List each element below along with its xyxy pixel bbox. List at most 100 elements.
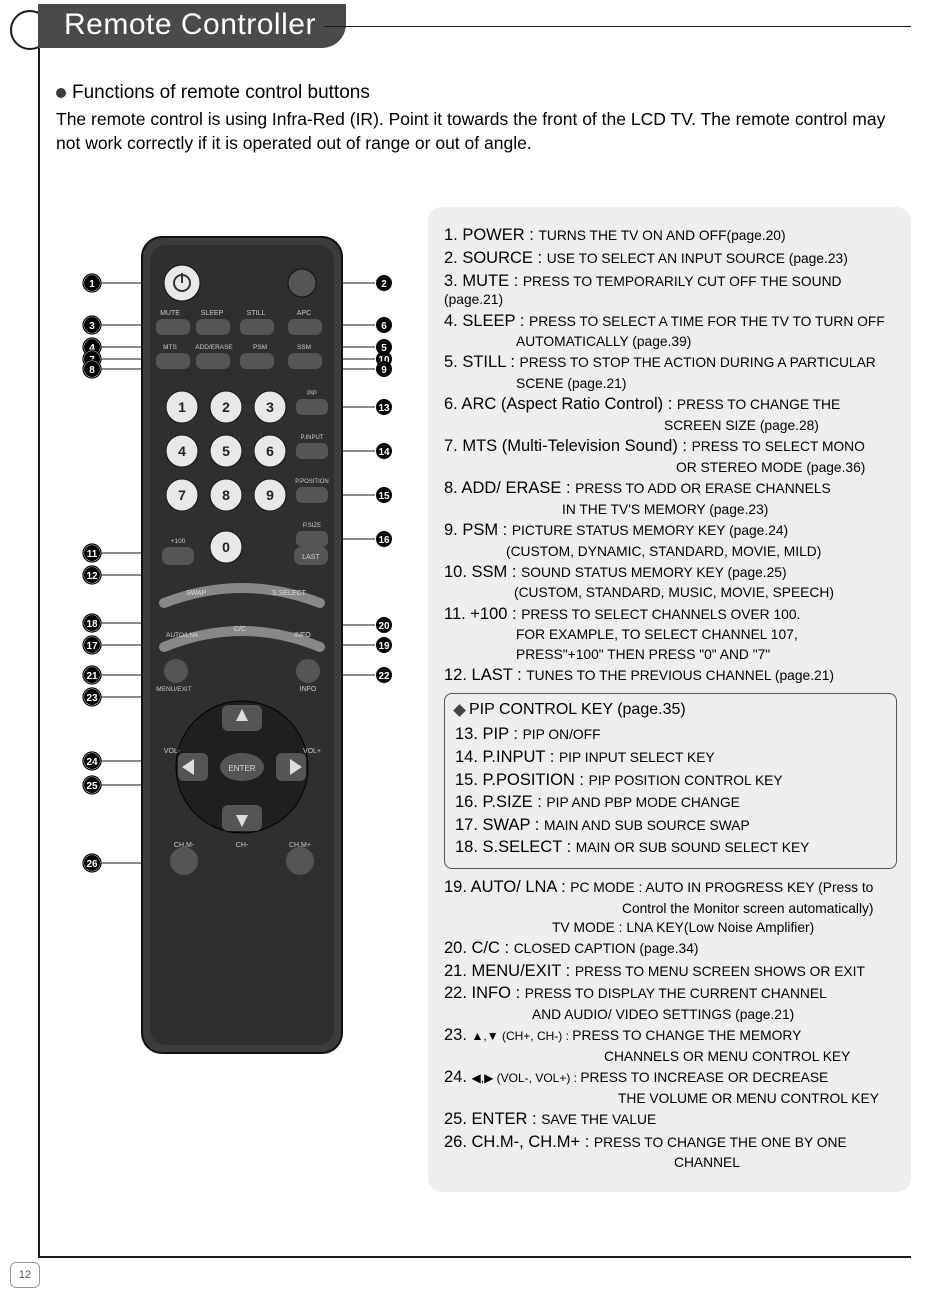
function-label: 13. PIP : <box>455 725 523 743</box>
svg-text:P.INPUT: P.INPUT <box>301 435 324 441</box>
function-text: PRESS TO MENU SCREEN SHOWS OR EXIT <box>575 964 865 979</box>
svg-text:8: 8 <box>89 365 95 376</box>
svg-text:18: 18 <box>86 619 98 630</box>
function-text: PRESS TO CHANGE THE ONE BY ONE <box>594 1135 847 1150</box>
svg-text:25: 25 <box>86 781 98 792</box>
function-item: 15. P.POSITION : PIP POSITION CONTROL KE… <box>455 770 886 791</box>
function-continuation: AND AUDIO/ VIDEO SETTINGS (page.21) <box>444 1006 897 1023</box>
function-item: 19. AUTO/ LNA : PC MODE : AUTO IN PROGRE… <box>444 877 897 898</box>
svg-text:ADD/ERASE: ADD/ERASE <box>195 344 233 351</box>
svg-text:4: 4 <box>178 443 186 459</box>
function-continuation: (CUSTOM, DYNAMIC, STANDARD, MOVIE, MILD) <box>444 543 897 560</box>
function-continuation: SCENE (page.21) <box>444 375 897 392</box>
svg-text:VOL+: VOL+ <box>303 748 321 755</box>
function-label: 5. STILL : <box>444 353 520 371</box>
svg-text:3: 3 <box>89 321 95 332</box>
function-text: PRESS TO ADD OR ERASE CHANNELS <box>575 481 831 496</box>
page-title-tab: Remote Controller <box>38 4 346 48</box>
function-item: 11. +100 : PRESS TO SELECT CHANNELS OVER… <box>444 604 897 625</box>
svg-text:16: 16 <box>378 535 390 546</box>
function-text: PRESS TO SELECT MONO <box>692 439 865 454</box>
svg-text:6: 6 <box>266 443 274 459</box>
function-item: 10. SSM : SOUND STATUS MEMORY KEY (page.… <box>444 562 897 583</box>
function-text: TUNES TO THE PREVIOUS CHANNEL (page.21) <box>526 668 834 683</box>
function-item: 14. P.INPUT : PIP INPUT SELECT KEY <box>455 747 886 768</box>
bottom-rule <box>38 1256 911 1258</box>
function-text: PRESS TO SELECT A TIME FOR THE TV TO TUR… <box>529 314 885 329</box>
function-text: PIP POSITION CONTROL KEY <box>589 773 783 788</box>
function-label: 18. S.SELECT : <box>455 838 576 856</box>
svg-text:P.POSITION: P.POSITION <box>295 479 329 485</box>
svg-text:13: 13 <box>378 403 390 414</box>
function-item: 16. P.SIZE : PIP AND PBP MODE CHANGE <box>455 792 886 813</box>
function-label: 21. MENU/EXIT : <box>444 962 575 980</box>
svg-text:3: 3 <box>266 399 274 415</box>
function-continuation: PRESS"+100" THEN PRESS "0" AND "7" <box>444 646 897 663</box>
function-item: 7. MTS (Multi-Television Sound) : PRESS … <box>444 436 897 457</box>
svg-text:21: 21 <box>86 671 98 682</box>
svg-text:1: 1 <box>89 279 95 290</box>
function-text: PRESS TO CHANGE THE MEMORY <box>572 1028 801 1043</box>
svg-text:9: 9 <box>266 487 274 503</box>
remote-diagram: 13478111218172123242526 2651091314151620… <box>56 207 416 1082</box>
body-row: 13478111218172123242526 2651091314151620… <box>56 207 911 1191</box>
section-title: Functions of remote control buttons <box>72 82 370 104</box>
svg-text:CH-: CH- <box>236 842 249 849</box>
svg-text:PSM: PSM <box>253 344 267 351</box>
function-item: 21. MENU/EXIT : PRESS TO MENU SCREEN SHO… <box>444 961 897 982</box>
svg-text:MUTE: MUTE <box>160 310 180 317</box>
svg-text:12: 12 <box>86 571 98 582</box>
function-label: 20. C/C : <box>444 939 514 957</box>
function-item: 23. ▲,▼ (CH+, CH-) : PRESS TO CHANGE THE… <box>444 1025 897 1046</box>
svg-text:14: 14 <box>378 447 390 458</box>
function-text: MAIN OR SUB SOUND SELECT KEY <box>576 840 810 855</box>
function-descriptions: 1. POWER : TURNS THE TV ON AND OFF(page.… <box>428 207 911 1191</box>
function-text: PRESS TO DISPLAY THE CURRENT CHANNEL <box>525 986 827 1001</box>
function-continuation: TV MODE : LNA KEY(Low Noise Amplifier) <box>444 919 897 936</box>
function-label: 6. ARC (Aspect Ratio Control) : <box>444 395 677 413</box>
function-label: 22. INFO : <box>444 984 525 1002</box>
svg-text:7: 7 <box>178 487 186 503</box>
function-text: PRESS TO CHANGE THE <box>677 397 840 412</box>
svg-text:ENTER: ENTER <box>228 764 255 773</box>
svg-text:1: 1 <box>178 399 186 415</box>
function-text: MAIN AND SUB SOURCE SWAP <box>544 818 750 833</box>
svg-text:20: 20 <box>378 621 390 632</box>
function-text: CLOSED CAPTION (page.34) <box>514 941 699 956</box>
function-text: PRESS TO STOP THE ACTION DURING A PARTIC… <box>520 355 876 370</box>
svg-text:INFO: INFO <box>294 632 311 639</box>
svg-text:PIP: PIP <box>307 391 317 397</box>
svg-text:CH.M-: CH.M- <box>174 842 195 849</box>
function-label: 12. LAST : <box>444 666 526 684</box>
function-continuation: OR STEREO MODE (page.36) <box>444 459 897 476</box>
function-item: 18. S.SELECT : MAIN OR SUB SOUND SELECT … <box>455 837 886 858</box>
svg-text:SLEEP: SLEEP <box>201 310 224 317</box>
function-continuation: CHANNEL <box>444 1154 897 1171</box>
function-label: 11. +100 : <box>444 605 521 623</box>
content-area: Functions of remote control buttons The … <box>56 82 911 1192</box>
svg-text:C/C: C/C <box>234 626 246 633</box>
function-item: 12. LAST : TUNES TO THE PREVIOUS CHANNEL… <box>444 665 897 686</box>
function-label: 7. MTS (Multi-Television Sound) : <box>444 437 692 455</box>
svg-text:AUTO/LNA: AUTO/LNA <box>166 632 199 639</box>
function-item: 9. PSM : PICTURE STATUS MEMORY KEY (page… <box>444 520 897 541</box>
function-label: 10. SSM : <box>444 563 521 581</box>
svg-text:MTS: MTS <box>163 344 177 351</box>
function-label: 15. P.POSITION : <box>455 771 589 789</box>
svg-text:SWAP: SWAP <box>186 590 207 597</box>
svg-text:8: 8 <box>222 487 230 503</box>
svg-text:26: 26 <box>86 859 98 870</box>
function-text: PC MODE : AUTO IN PROGRESS KEY (Press to <box>570 880 873 895</box>
svg-text:INFO: INFO <box>300 686 317 693</box>
function-continuation: IN THE TV'S MEMORY (page.23) <box>444 501 897 518</box>
function-continuation: THE VOLUME OR MENU CONTROL KEY <box>444 1090 897 1107</box>
function-item: 2. SOURCE : USE TO SELECT AN INPUT SOURC… <box>444 248 897 269</box>
function-continuation: FOR EXAMPLE, TO SELECT CHANNEL 107, <box>444 626 897 643</box>
function-text: PICTURE STATUS MEMORY KEY (page.24) <box>512 523 788 538</box>
svg-text:11: 11 <box>87 549 98 560</box>
function-item: 4. SLEEP : PRESS TO SELECT A TIME FOR TH… <box>444 311 897 332</box>
svg-text:19: 19 <box>378 641 390 652</box>
section-heading: Functions of remote control buttons <box>56 82 911 104</box>
function-label: 25. ENTER : <box>444 1110 541 1128</box>
svg-text:+100: +100 <box>171 538 186 545</box>
